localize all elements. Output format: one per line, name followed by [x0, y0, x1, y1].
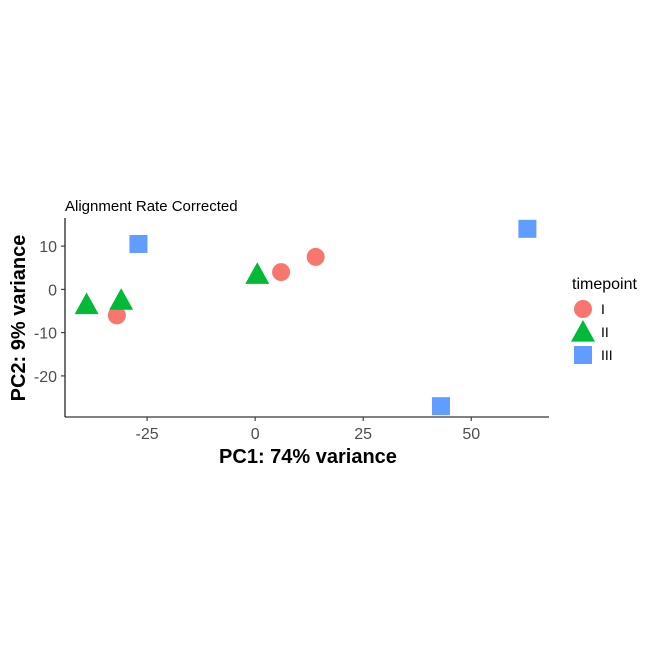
legend-key-circle	[574, 300, 592, 318]
data-point-square	[518, 219, 537, 238]
y-tick-label: 0	[48, 282, 57, 299]
legend-label: I	[601, 301, 605, 317]
y-tick-label: -20	[34, 369, 57, 386]
legend-key-square	[574, 346, 592, 364]
x-axis-title: PC1: 74% variance	[219, 446, 397, 468]
data-point-square	[129, 234, 148, 253]
legend-key-triangle	[571, 320, 595, 342]
data-point-circle	[272, 263, 291, 282]
x-tick-label: 0	[251, 426, 260, 443]
x-tick-label: -25	[136, 426, 159, 443]
data-point-triangle	[74, 292, 99, 315]
x-axis-ticks: -25 0 25 50	[136, 417, 480, 443]
y-axis-title: PC2: 9% variance	[8, 235, 30, 402]
y-tick-label: 10	[39, 239, 57, 256]
x-tick-label: 25	[354, 426, 372, 443]
y-axis-ticks: -20 -10 0 10	[34, 239, 65, 386]
chart-title: Alignment Rate Corrected	[65, 198, 238, 215]
data-point-triangle	[245, 262, 270, 284]
data-point-square	[431, 397, 450, 416]
data-point-circle	[306, 247, 325, 266]
legend-label: III	[601, 347, 613, 363]
data-points	[74, 219, 537, 416]
x-tick-label: 50	[462, 426, 480, 443]
legend-title: timepoint	[572, 276, 637, 293]
data-point-triangle	[109, 288, 134, 310]
y-tick-label: -10	[34, 326, 57, 343]
legend-label: II	[601, 324, 609, 340]
data-point-circle	[107, 306, 126, 325]
